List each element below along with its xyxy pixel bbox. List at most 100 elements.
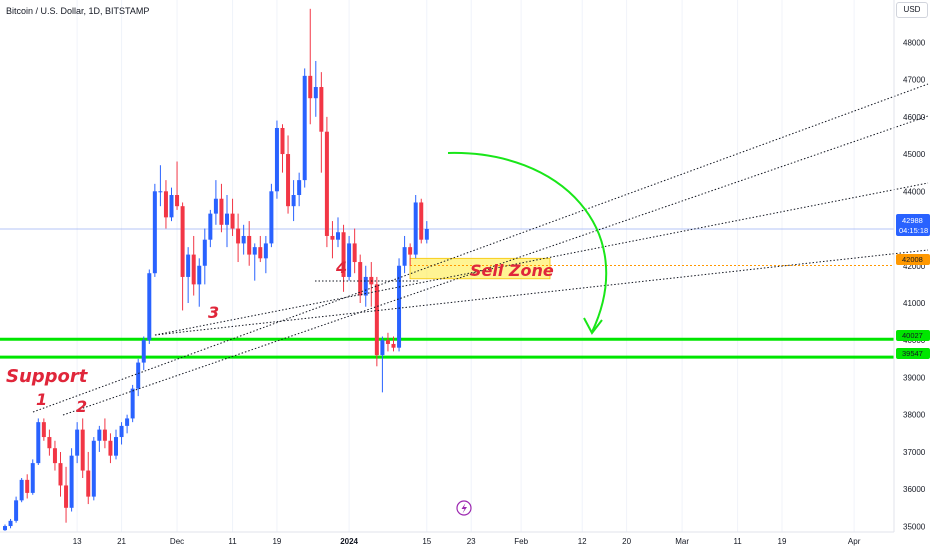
last-price-tag: 42988 bbox=[902, 216, 923, 225]
candle-body bbox=[47, 437, 52, 449]
time-tick: 2024 bbox=[340, 537, 358, 546]
candle-body bbox=[152, 191, 157, 274]
candle-body bbox=[208, 213, 213, 240]
candle-body bbox=[202, 239, 207, 266]
time-tick: 15 bbox=[422, 537, 431, 546]
candle-body bbox=[225, 213, 229, 225]
label-2: 2 bbox=[76, 397, 87, 416]
candle-body bbox=[402, 247, 407, 266]
time-axis: 1321Dec111920241523Feb1220Mar1119Apr1523 bbox=[0, 531, 894, 546]
time-tick: 12 bbox=[578, 537, 587, 546]
candle-body bbox=[69, 455, 74, 508]
candle-body bbox=[130, 388, 135, 419]
support-label: Support bbox=[6, 366, 89, 387]
candle-body bbox=[336, 232, 340, 240]
candles-layer bbox=[3, 8, 429, 531]
candle-body bbox=[269, 191, 274, 244]
candle-body bbox=[324, 131, 329, 236]
candle-body bbox=[241, 235, 246, 244]
candle-body bbox=[280, 127, 285, 155]
candle-body bbox=[413, 202, 418, 255]
time-tick: Mar bbox=[675, 537, 689, 546]
candle-body bbox=[341, 232, 346, 277]
candle-body bbox=[247, 235, 252, 255]
arrow-head-icon bbox=[583, 317, 603, 335]
candle-body bbox=[91, 440, 96, 497]
label-4: 4 bbox=[335, 258, 347, 277]
projection-arrow[interactable] bbox=[447, 151, 608, 333]
candle-body bbox=[258, 247, 263, 259]
sell-zone-label: Sell Zone bbox=[470, 261, 554, 280]
price-tick: 37000 bbox=[903, 448, 926, 457]
zones-layer bbox=[0, 228, 894, 359]
label-1: 1 bbox=[36, 390, 47, 409]
price-tick: 41000 bbox=[903, 299, 926, 308]
candle-body bbox=[236, 228, 241, 244]
sell-zone-box[interactable] bbox=[409, 257, 551, 280]
time-tick: 19 bbox=[778, 537, 787, 546]
candle-body bbox=[308, 75, 313, 99]
candle-body bbox=[286, 154, 291, 207]
time-tick: 23 bbox=[467, 537, 476, 546]
price-tick: 39000 bbox=[903, 373, 926, 382]
price-tick: 45000 bbox=[903, 150, 926, 159]
candle-body bbox=[330, 235, 335, 240]
candle-body bbox=[119, 425, 124, 438]
trendline[interactable] bbox=[32, 83, 929, 413]
price-tags: 42988 04:15:18 42008 40027 39547 bbox=[896, 214, 930, 359]
lightning-icon[interactable] bbox=[456, 500, 472, 516]
candle-body bbox=[197, 265, 202, 285]
candle-body bbox=[297, 180, 302, 196]
candle-body bbox=[108, 440, 113, 456]
price-tick: 47000 bbox=[903, 76, 926, 85]
candle-body bbox=[380, 340, 385, 356]
candle-body bbox=[313, 87, 318, 99]
candle-body bbox=[213, 198, 218, 214]
sell-level-tag: 42008 bbox=[902, 255, 923, 264]
candle-body bbox=[374, 284, 379, 356]
time-tick: Dec bbox=[170, 537, 184, 546]
time-tick: Apr bbox=[848, 537, 861, 546]
price-axis: 3500036000370003800039000400004100042000… bbox=[893, 0, 926, 532]
candle-body bbox=[86, 470, 91, 497]
candle-body bbox=[80, 429, 85, 471]
price-tick: 48000 bbox=[903, 38, 926, 47]
candle-body bbox=[175, 195, 180, 207]
candle-body bbox=[186, 254, 191, 277]
time-tick: Feb bbox=[514, 537, 528, 546]
candle-body bbox=[41, 422, 46, 438]
trendlines-layer bbox=[32, 83, 929, 416]
candle-body bbox=[358, 262, 363, 296]
time-tick: 21 bbox=[117, 537, 126, 546]
time-tick: 11 bbox=[733, 537, 742, 546]
price-tick: 35000 bbox=[903, 522, 926, 531]
candle-body bbox=[352, 243, 357, 263]
price-tick: 38000 bbox=[903, 411, 926, 420]
currency-button[interactable]: USD bbox=[896, 2, 928, 18]
candle-body bbox=[141, 340, 146, 363]
candle-body bbox=[230, 213, 235, 229]
time-tick: 11 bbox=[228, 537, 237, 546]
time-tick: 19 bbox=[272, 537, 281, 546]
countdown-tag: 04:15:18 bbox=[899, 226, 928, 235]
candle-body bbox=[8, 520, 13, 527]
candle-body bbox=[385, 340, 390, 344]
candle-body bbox=[64, 485, 69, 508]
support-upper-tag: 40027 bbox=[902, 331, 923, 340]
time-tick: 13 bbox=[73, 537, 82, 546]
candle-body bbox=[419, 202, 424, 240]
trendline[interactable] bbox=[154, 249, 929, 336]
candle-body bbox=[191, 254, 196, 285]
chart-title: Bitcoin / U.S. Dollar, 1D, BITSTAMP bbox=[6, 6, 150, 16]
candle-body bbox=[180, 206, 185, 277]
candle-body bbox=[19, 479, 24, 501]
candle-body bbox=[408, 247, 413, 255]
annotations-layer: Support 1 2 3 4 Sell Zone bbox=[6, 258, 554, 416]
candle-body bbox=[219, 198, 224, 225]
candle-body bbox=[424, 228, 429, 240]
price-tick: 42000 bbox=[903, 262, 926, 271]
candle-body bbox=[158, 191, 163, 193]
price-tick: 46000 bbox=[903, 113, 926, 122]
candle-body bbox=[319, 87, 324, 132]
